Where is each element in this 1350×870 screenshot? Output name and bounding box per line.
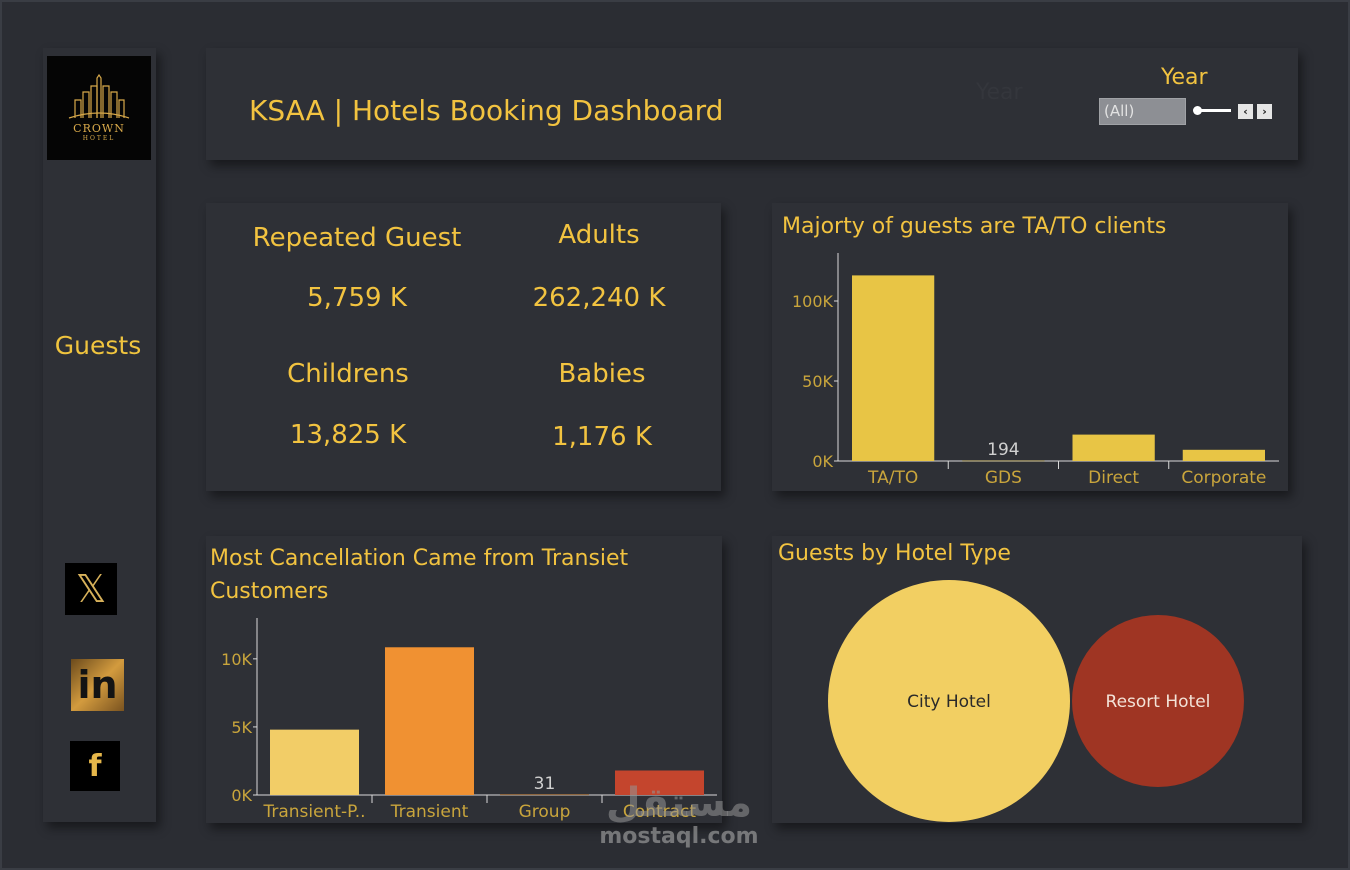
bubble-label: City Hotel — [907, 692, 991, 712]
y-tick-label: 5K — [231, 718, 252, 737]
logo-subtitle: HOTEL — [82, 135, 116, 142]
x-social-icon[interactable]: 𝕏 — [65, 563, 117, 615]
x-tick-label: Contract — [623, 802, 696, 822]
bar — [852, 275, 935, 461]
x-tick-label: TA/TO — [867, 468, 918, 488]
hotel-type-chart-panel: Guests by Hotel Type City Hotel Resort Ho… — [772, 536, 1302, 823]
bar — [500, 794, 589, 796]
bar — [270, 729, 359, 795]
hotel-type-bubble-chart: City Hotel Resort Hotel — [828, 580, 1244, 822]
linkedin-icon[interactable]: in — [71, 659, 124, 711]
x-tick-label: GDS — [985, 468, 1022, 488]
y-tick-label: 0K — [231, 786, 252, 805]
x-tick-label: Group — [519, 802, 571, 822]
year-filter-dropdown[interactable]: (All) — [1099, 98, 1186, 125]
chart-title: Majorty of guests are TA/TO clients — [782, 214, 1167, 239]
chevron-left-icon[interactable]: ‹ — [1238, 104, 1253, 119]
bar — [1182, 449, 1265, 461]
bar — [962, 460, 1045, 462]
y-tick-label: 50K — [802, 372, 833, 391]
data-label: 31 — [534, 774, 556, 794]
data-label: 194 — [987, 440, 1019, 460]
bubble-label: Resort Hotel — [1106, 692, 1211, 712]
sidebar: CROWN HOTEL Guests 𝕏 in f — [43, 48, 156, 822]
bar — [1072, 434, 1155, 461]
kpi-childrens-label: Childrens — [287, 359, 409, 389]
kpi-babies-value: 1,176 K — [552, 422, 652, 452]
city-skyline-icon — [68, 74, 130, 119]
year-filter-label: Year — [1161, 65, 1208, 90]
kpi-babies-label: Babies — [558, 359, 646, 389]
year-ghost-label: Year — [976, 80, 1023, 105]
slider-track — [1197, 109, 1231, 112]
kpi-repeated-guest-label: Repeated Guest — [252, 223, 462, 253]
kpi-adults-label: Adults — [558, 220, 640, 250]
cancellation-bar-chart: 0K 5K 10K Transient-P.. Transient Group 31 Cont… — [221, 618, 717, 822]
bubble — [828, 580, 1070, 822]
x-tick-label: Transient-P.. — [262, 802, 365, 822]
y-tick-label: 10K — [221, 650, 252, 669]
logo-brand: CROWN — [73, 122, 125, 135]
cancellation-chart-panel: Most Cancellation Came from Transiet Cus… — [206, 536, 722, 823]
kpi-repeated-guest-value: 5,759 K — [307, 283, 407, 313]
x-tick-label: Corporate — [1181, 468, 1266, 488]
bar — [615, 770, 704, 795]
facebook-icon[interactable]: f — [70, 741, 120, 791]
kpi-panel: Repeated Guest 5,759 K Adults 262,240 K … — [206, 203, 721, 491]
chart-title: Most Cancellation Came from Transiet Cus… — [210, 546, 629, 604]
market-segment-bar-chart: 0K 50K 100K TA/TO GDS 194 Direct Corporate — [792, 253, 1279, 488]
bubble — [1072, 615, 1244, 787]
y-tick-label: 100K — [792, 292, 834, 311]
nav-item-guests[interactable]: Guests — [54, 331, 142, 360]
kpi-adults-value: 262,240 K — [532, 283, 666, 313]
slider-handle[interactable] — [1193, 106, 1202, 115]
header-panel: KSAA | Hotels Booking Dashboard Year Yea… — [206, 48, 1298, 160]
market-segment-chart-panel: Majorty of guests are TA/TO clients 0K 50… — [772, 203, 1288, 491]
chevron-right-icon[interactable]: › — [1257, 104, 1272, 119]
x-tick-label: Transient — [390, 802, 469, 822]
year-slider[interactable] — [1193, 106, 1233, 115]
chart-title: Guests by Hotel Type — [778, 541, 1011, 566]
bar — [385, 647, 474, 795]
y-tick-label: 0K — [812, 452, 833, 471]
x-tick-label: Direct — [1088, 468, 1139, 488]
dashboard-title: KSAA | Hotels Booking Dashboard — [249, 94, 724, 127]
crown-hotel-logo: CROWN HOTEL — [47, 56, 151, 160]
kpi-childrens-value: 13,825 K — [289, 420, 407, 450]
